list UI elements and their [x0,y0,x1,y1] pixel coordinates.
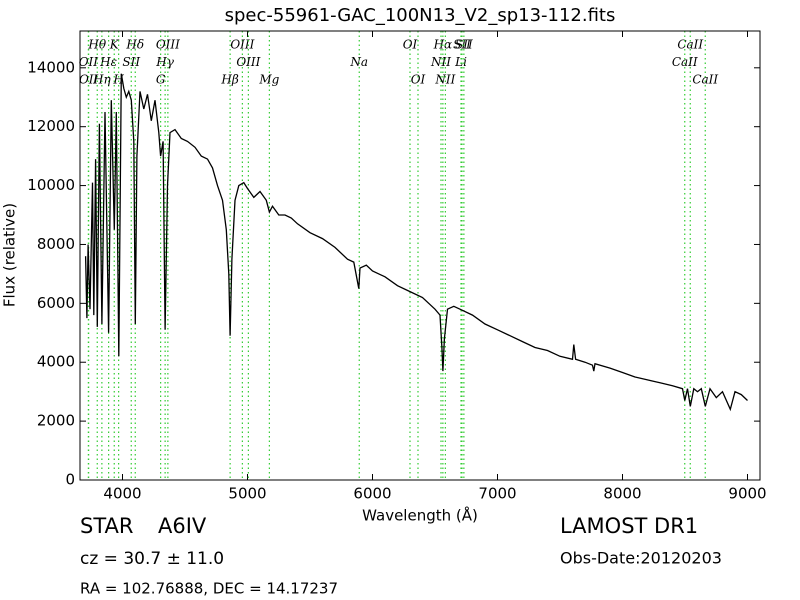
x-tick-label: 9000 [728,485,766,503]
y-tick-label: 0 [65,471,75,489]
spectral-line-label: OII [79,55,99,69]
spectral-line-label: Hη [92,73,111,87]
spectral-line-label: CaII [672,55,698,69]
spectral-line-label: CaII [677,38,703,52]
spectral-line-label: Mg [258,73,279,87]
y-tick-label: 14000 [27,58,75,76]
spectral-line-label: OII [79,73,99,87]
plot-frame [79,30,761,481]
spectral-line-label: NII [430,55,451,69]
spectral-line-label: K [109,38,120,52]
spectral-line-label: SII [122,55,140,69]
spectral-line-label: Hθ [87,38,106,52]
x-tick-label: 5000 [228,485,266,503]
y-tick-label: 8000 [37,235,75,253]
subclass: A6IV [158,514,207,538]
spectral-line-label: OI [411,73,426,87]
obs-date: Obs-Date:20120203 [560,549,722,568]
spectral-line-label: SII [453,38,471,52]
y-tick-label: 12000 [27,117,75,135]
spectral-line-label: Hδ [125,38,144,52]
spectral-line-label: OIII [156,38,180,52]
spectral-line-label: OIII [236,55,260,69]
coordinates: RA = 102.76888, DEC = 14.17237 [80,580,338,598]
spectral-line-label: Hγ [155,55,174,69]
x-tick-label: 6000 [353,485,391,503]
x-axis-label: Wavelength (Å) [362,506,478,525]
spectral-line-label: Na [349,55,368,69]
y-tick-label: 10000 [27,176,75,194]
spectral-line-label: Hβ [220,73,238,87]
x-tick-label: 8000 [603,485,641,503]
spectral-line-label: OI [403,38,418,52]
chart-title: spec-55961-GAC_100N13_V2_sp13-112.fits [225,5,616,26]
object-class: STAR [80,514,133,538]
spectral-line-label: Li [454,55,467,69]
y-tick-label: 2000 [37,412,75,430]
spectrum-line [84,73,748,412]
spectral-line-label: NII [434,73,455,87]
x-tick-label: 4000 [103,485,141,503]
spectral-line-label: Hα [433,38,453,52]
spectral-line-label: OIII [230,38,254,52]
spectral-line-label: SII [455,38,473,52]
y-tick-label: 6000 [37,294,75,312]
spectral-line-label: Hε [99,55,117,69]
y-tick-label: 4000 [37,353,75,371]
survey: LAMOST DR1 [560,514,698,538]
x-tick-label: 7000 [478,485,516,503]
redshift: cz = 30.7 ± 11.0 [80,549,224,569]
spectral-line-label: CaII [692,73,718,87]
spectral-line-label: G [156,73,166,87]
y-axis-label: Flux (relative) [1,203,19,307]
